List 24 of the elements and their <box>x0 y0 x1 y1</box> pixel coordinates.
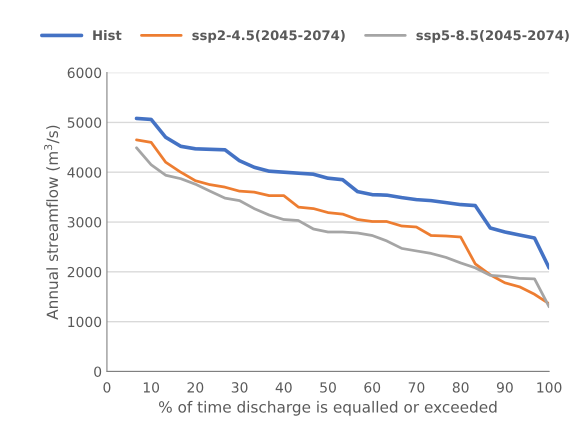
y-tick-label: 2000 <box>68 266 102 278</box>
y-tick-label: 3000 <box>68 217 102 228</box>
line-series <box>134 116 550 270</box>
x-tick-label: 70 <box>408 382 424 393</box>
x-axis-title: % of time discharge is equalled or exceeded <box>159 400 496 416</box>
x-tick-label: 80 <box>452 382 469 393</box>
y-tick-label: 6000 <box>68 68 102 78</box>
x-tick-label: 50 <box>320 382 336 393</box>
x-tick-label: 60 <box>364 382 380 393</box>
x-tick-label: 30 <box>232 382 248 393</box>
y-tick-label: 5000 <box>68 117 102 128</box>
legend-label: Hist <box>93 30 122 40</box>
x-tick-label: 40 <box>276 382 292 393</box>
y-axis-title: Annual streamflow (m$^{3}$/s) <box>44 126 60 320</box>
x-tick-label: 90 <box>496 382 513 393</box>
x-tick-label: 100 <box>537 382 562 393</box>
y-tick-label: 1000 <box>68 316 102 328</box>
x-tick-label: 10 <box>144 382 160 393</box>
legend-label: ssp2-4.5(2045-2074) <box>192 30 345 43</box>
y-tick-label: 0 <box>94 366 102 377</box>
y-tick-label: 4000 <box>67 167 102 178</box>
x-tick-label: 20 <box>188 382 204 393</box>
x-tick-label: 0 <box>103 382 110 393</box>
legend-label: ssp5-8.5(2045-2074) <box>416 30 569 43</box>
